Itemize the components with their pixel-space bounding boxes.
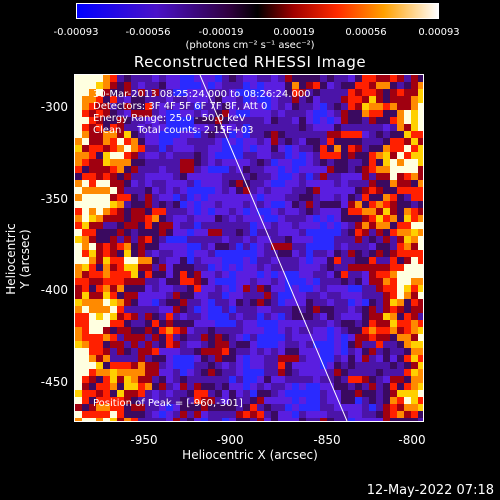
y-tick-label: -350: [40, 192, 68, 206]
info-time-range: 30-Mar-2013 08:25:24.000 to 08:26:24.000: [93, 89, 311, 100]
colorbar-tick: -0.00019: [198, 27, 244, 38]
rhessi-image-plot: 30-Mar-2013 08:25:24.000 to 08:26:24.000…: [74, 74, 424, 422]
info-total-counts: Clean Total counts: 2.15E+03: [93, 125, 254, 136]
colorbar: [76, 3, 439, 19]
info-peak-position: Position of Peak = [-960,-301]: [93, 398, 243, 409]
colorbar-tick: -0.00056: [125, 27, 171, 38]
solar-limb-line: [199, 75, 348, 421]
colorbar-tick: 0.00056: [345, 27, 387, 38]
x-axis-label: Heliocentric X (arcsec): [182, 448, 318, 462]
plot-title: Reconstructed RHESSI Image: [133, 53, 367, 71]
rhessi-image-map: [75, 75, 423, 421]
timestamp-footer: 12-May-2022 07:18: [366, 483, 494, 498]
y-axis-label: Heliocentric Y (arcsec): [4, 223, 32, 295]
colorbar-tick: -0.00093: [53, 27, 99, 38]
y-tick-label: -450: [40, 375, 68, 389]
info-energy-range: Energy Range: 25.0 - 50.0 keV: [93, 113, 246, 124]
colorbar-tick: 0.00019: [273, 27, 315, 38]
x-tick-label: -850: [313, 433, 341, 447]
x-tick-label: -800: [398, 433, 426, 447]
colorbar-units: (photons cm⁻² s⁻¹ asec⁻²): [185, 40, 315, 51]
x-tick-label: -900: [216, 433, 244, 447]
colorbar-tick: 0.00093: [418, 27, 460, 38]
y-tick-label: -300: [40, 100, 68, 114]
info-detectors: Detectors: 3F 4F 5F 6F 7F 8F, Att 0: [93, 101, 268, 112]
y-tick-label: -400: [40, 283, 68, 297]
x-tick-label: -950: [130, 433, 158, 447]
